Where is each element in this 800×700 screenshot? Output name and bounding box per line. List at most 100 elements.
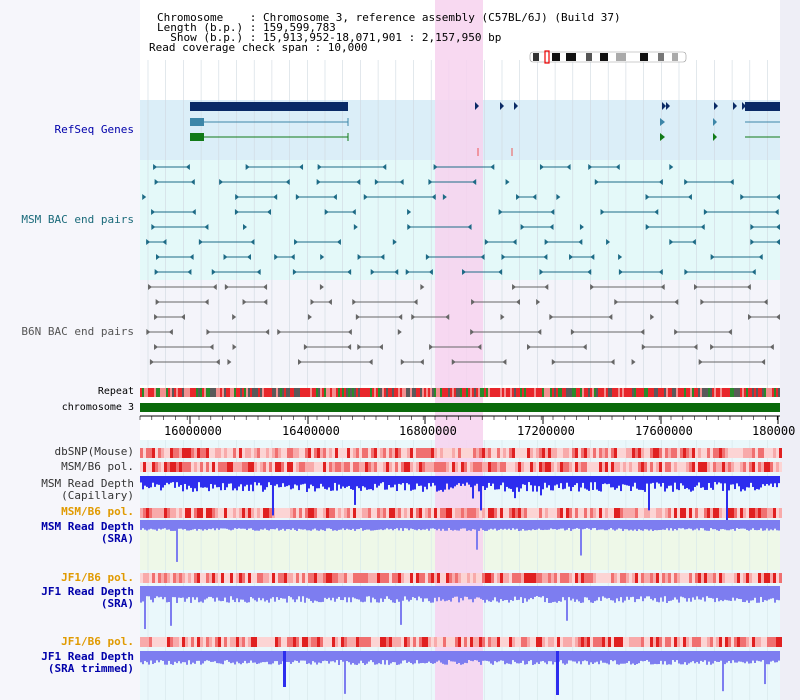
polymorphism-cell: [353, 508, 356, 518]
polymorphism-cell: [326, 637, 329, 647]
polymorphism-cell: [611, 508, 614, 518]
polymorphism-cell: [215, 637, 218, 647]
read-depth-bar: [548, 520, 550, 530]
read-depth-bar: [162, 586, 164, 600]
track-label-b6n-bac[interactable]: B6N BAC end pairs: [21, 325, 134, 338]
polymorphism-cell: [221, 508, 224, 518]
read-depth-bar: [650, 520, 652, 530]
read-depth-bar: [692, 520, 694, 531]
polymorphism-cell: [629, 462, 632, 472]
track-label-msm-read-depth-capillary[interactable]: MSM Read Depth (Capillary): [41, 477, 134, 502]
polymorphism-cell: [722, 637, 725, 647]
repeat-segment: [426, 388, 428, 397]
read-depth-bar: [632, 586, 634, 597]
read-depth-bar: [458, 520, 460, 531]
read-depth-bar: [516, 520, 518, 529]
polymorphism-cell: [374, 508, 377, 518]
polymorphism-cell: [464, 573, 467, 583]
polymorphism-cell: [296, 462, 299, 472]
read-depth-bar: [732, 476, 734, 485]
polymorphism-cell: [242, 637, 245, 647]
polymorphism-cell: [272, 462, 275, 472]
read-depth-bar: [346, 586, 348, 603]
read-depth-bar: [492, 586, 494, 601]
track-label-jf1-read-depth-sra[interactable]: JF1 Read Depth (SRA): [41, 585, 134, 610]
read-depth-bar: [248, 476, 250, 491]
read-depth-bar: [542, 651, 544, 662]
read-depth-bar: [234, 586, 236, 603]
polymorphism-cell: [497, 573, 500, 583]
polymorphism-cell: [254, 462, 257, 472]
bac-end: [142, 194, 147, 200]
read-depth-bar: [266, 586, 268, 601]
bac-end: [347, 344, 352, 350]
read-depth-bar: [660, 651, 662, 661]
polymorphism-cell: [431, 448, 434, 458]
polymorphism-cell: [266, 508, 269, 518]
read-depth-bar: [560, 476, 562, 484]
read-depth-bar: [232, 476, 234, 491]
read-depth-bar: [484, 586, 486, 603]
track-label-refseq-genes[interactable]: RefSeq Genes: [54, 123, 134, 136]
polymorphism-cell: [239, 637, 242, 647]
polymorphism-cell: [200, 448, 203, 458]
read-depth-bar: [524, 476, 526, 485]
track-label-msm-b6-pol-2[interactable]: MSM/B6 pol.: [61, 505, 134, 518]
polymorphism-cell: [659, 462, 662, 472]
polymorphism-cell: [299, 637, 302, 647]
polymorphism-cell: [710, 462, 713, 472]
track-label-jf1-b6-pol[interactable]: JF1/B6 pol.: [61, 571, 134, 584]
polymorphism-cell: [299, 462, 302, 472]
repeat-segment: [542, 388, 544, 397]
read-depth-bar: [428, 476, 430, 484]
polymorphism-cell: [533, 637, 536, 647]
polymorphism-cell: [404, 637, 407, 647]
polymorphism-cell: [386, 448, 389, 458]
track-label-msm-b6-pol[interactable]: MSM/B6 pol.: [61, 460, 134, 473]
repeat-segment: [486, 388, 488, 397]
polymorphism-cell: [323, 637, 326, 647]
polymorphism-cell: [326, 448, 329, 458]
polymorphism-cell: [545, 462, 548, 472]
read-depth-bar: [366, 520, 368, 530]
read-depth-bar: [262, 520, 264, 530]
read-depth-bar: [536, 651, 538, 663]
polymorphism-cell: [197, 637, 200, 647]
read-depth-bar: [438, 476, 440, 491]
track-label-jf1-b6-pol-2[interactable]: JF1/B6 pol.: [61, 635, 134, 648]
track-label-msm-read-depth-sra[interactable]: MSM Read Depth (SRA): [41, 520, 134, 545]
track-label-chromosome[interactable]: chromosome 3: [61, 402, 134, 413]
polymorphism-cell: [566, 448, 569, 458]
read-depth-bar: [364, 651, 366, 665]
track-label-repeat[interactable]: Repeat: [97, 386, 134, 397]
read-depth-bar: [284, 476, 286, 487]
polymorphism-cell: [536, 637, 539, 647]
polymorphism-cell: [608, 573, 611, 583]
repeat-segment: [328, 388, 330, 397]
read-depth-bar: [270, 651, 272, 665]
polymorphism-cell: [629, 637, 632, 647]
polymorphism-cell: [479, 637, 482, 647]
repeat-segment: [352, 388, 354, 397]
read-depth-bar: [158, 476, 160, 485]
track-label-dbsnp[interactable]: dbSNP(Mouse): [54, 445, 134, 458]
repeat-segment: [374, 388, 376, 397]
bac-end: [206, 329, 211, 335]
read-depth-bar: [410, 520, 412, 529]
polymorphism-cell: [215, 462, 218, 472]
read-depth-bar: [586, 520, 588, 529]
polymorphism-cell: [569, 573, 572, 583]
read-depth-bar: [440, 651, 442, 663]
track-label-jf1-read-depth-trimmed[interactable]: JF1 Read Depth (SRA trimmed): [41, 650, 134, 675]
read-depth-bar: [774, 476, 776, 484]
polymorphism-cell: [626, 462, 629, 472]
polymorphism-cell: [578, 637, 581, 647]
read-depth-bar: [312, 651, 314, 662]
track-label-msm-bac[interactable]: MSM BAC end pairs: [21, 213, 134, 226]
polymorphism-cell: [422, 508, 425, 518]
read-depth-bar: [482, 651, 484, 661]
polymorphism-cell: [239, 462, 242, 472]
read-depth-bar: [572, 476, 574, 487]
read-depth-bar: [424, 651, 426, 664]
